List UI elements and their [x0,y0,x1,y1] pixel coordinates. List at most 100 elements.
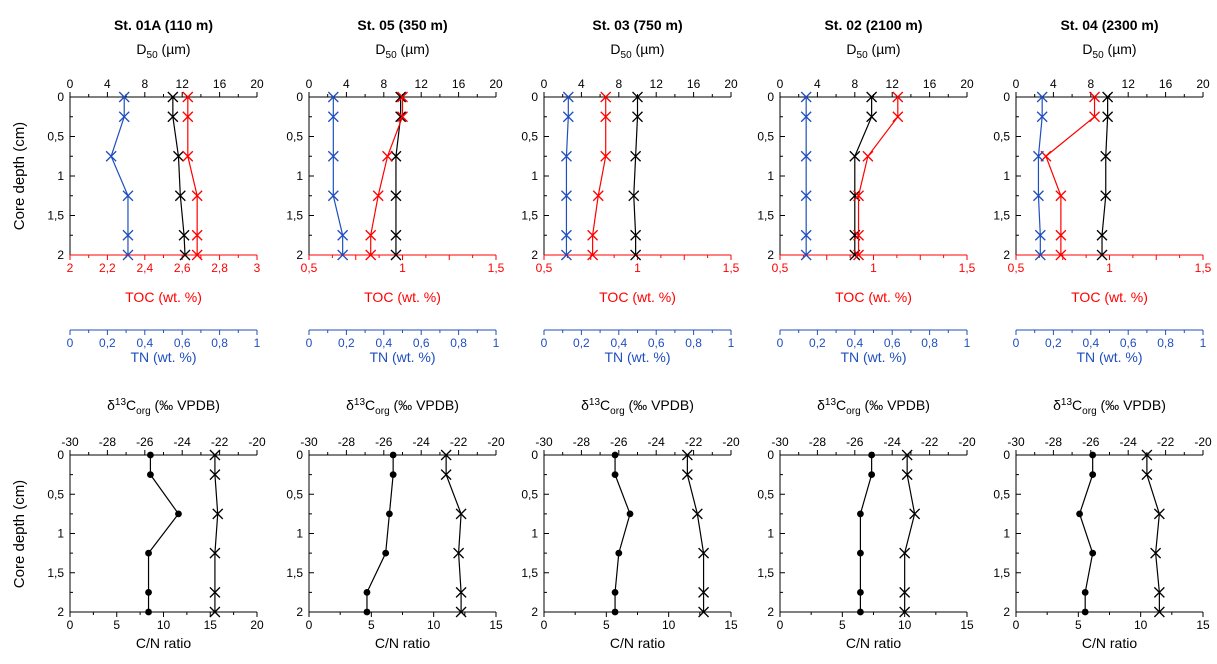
tn-series-point [1032,150,1044,162]
tn-axis-tick-label: 0,2 [1045,336,1062,350]
cn-series-point [698,586,710,598]
d50-series-point [630,150,642,162]
toc-axis-tick-label: 2 [67,261,74,275]
d50-series-point [1096,229,1108,241]
cn-axis-tick-label: 10 [427,618,441,632]
tn-axis: 0 0,2 0,4 0,6 0,8 1 [1013,329,1207,350]
depth-tick-label: 0 [57,448,64,462]
depth-tick-label: 1 [296,169,303,183]
d50-series-point [1102,111,1114,123]
toc-axis: 0,5 1 1,5 [536,254,740,275]
d50-series-point [866,91,878,103]
tn-series-point [562,91,574,103]
toc-axis-tick-label: 1,5 [959,261,976,275]
d13c-series-point [145,608,152,616]
cn-series [209,449,224,618]
tn-axis-tick-label: 0,8 [921,336,938,350]
cn-axis-tick-label: 5 [1075,618,1082,632]
depth-tick-label: 0,5 [757,130,774,144]
d50-series-point [1096,249,1108,261]
tn-series-point [800,111,812,123]
d13c-axis-tick-label: -20 [958,435,976,449]
tn-axis-tick-label: 0 [777,336,784,350]
cn-axis-tick-label: 0 [541,618,548,632]
d13c-series [363,451,397,616]
toc-series-point [892,91,904,103]
cn-axis-tick-label: 10 [157,618,171,632]
d13c-axis: -30 -28 -26 -24 -22 -20 [61,435,266,456]
d50-axis-tick-label: 8 [380,77,387,91]
cn-axis-tick-label: 5 [839,618,846,632]
tn-axis-title: TN (wt. %) [1076,349,1142,365]
cn-series-point [1153,606,1165,618]
tn-axis-title: TN (wt. %) [369,349,435,365]
d13c-axis-tick-label: -30 [300,435,318,449]
tn-axis-tick-label: 0,6 [1120,336,1137,350]
tn-series-line [565,97,569,255]
tn-series-point [1036,111,1048,123]
depth-tick-label: 0,5 [286,487,303,501]
depth-tick-label: 0,5 [757,487,774,501]
toc-series-line [370,97,404,255]
d13c-axis-title: δ13Corg (‰ VPDB) [346,397,459,417]
cn-axis-tick-label: 0 [67,618,74,632]
d13c-series-point [145,588,152,596]
d50-axis-tick-label: 20 [724,77,738,91]
depth-tick-label: 1 [57,527,64,541]
depth-tick-label: 0,5 [47,130,64,144]
d50-axis-tick-label: 16 [687,77,701,91]
d13c-series-line [366,455,394,612]
cn-series-point [212,508,224,520]
depth-axis [779,454,785,613]
d50-series-point [849,150,861,162]
depth-tick-label: 0 [531,90,538,104]
tn-axis-tick-label: 0 [67,336,74,350]
toc-series-point [892,111,904,123]
toc-series-point [1055,249,1067,261]
toc-axis-title: TOC (wt. %) [364,289,441,305]
toc-series-point [600,111,612,123]
tn-series-point [118,111,130,123]
d50-series-point [630,229,642,241]
toc-axis: 0,5 1 1,5 [772,254,976,275]
d50-axis-title: D50 (µm) [375,41,429,61]
depth-tick-label: 1 [57,169,64,183]
d13c-axis-tick-label: -22 [1157,435,1175,449]
d13c-axis-tick-label: -22 [450,435,468,449]
cn-series-point [440,469,452,481]
tn-series [560,91,574,261]
d13c-series-point [611,451,619,459]
d50-axis-title: D50 (µm) [1082,41,1136,61]
d50-axis-tick-label: 8 [141,77,148,91]
d13c-axis-tick-label: -20 [248,435,266,449]
tn-series-point [1034,249,1046,261]
cn-axis-tick-label: 5 [603,618,610,632]
d13c-axis-tick-label: -22 [921,435,939,449]
isotope-panel-1: δ13Corg (‰ VPDB) -30 -28 -26 -24 -22 -20 0 0,5 1 1… [47,397,266,651]
depth-axis [69,454,75,613]
cn-series [899,449,921,618]
depth-tick-label: 0 [767,90,774,104]
d13c-series [611,451,634,616]
d50-axis-title: D50 (µm) [136,41,190,61]
tn-series-point [337,229,349,241]
tn-series [327,91,349,261]
cn-series-point [1153,586,1165,598]
toc-series-point [182,111,194,123]
station-title: St. 01A (110 m) [114,17,213,33]
depth-tick-label: 2 [767,605,774,619]
d13c-axis-title: δ13Corg (‰ VPDB) [817,397,930,417]
d13c-axis-tick-label: -24 [884,435,902,449]
depth-tick-label: 0 [1003,448,1010,462]
d50-series-point [395,111,407,123]
cn-series-point [1153,508,1165,520]
toc-series-point [600,150,612,162]
d13c-series [145,451,182,616]
toc-axis-tick-label: 0,5 [1008,261,1025,275]
toc-series-point [182,91,194,103]
d13c-axis-tick-label: -20 [722,435,740,449]
depth-tick-label: 1 [531,169,538,183]
toc-series-point [1089,111,1100,123]
tn-axis-tick-label: 0,4 [375,336,392,350]
d50-axis-tick-label: 20 [250,77,264,91]
